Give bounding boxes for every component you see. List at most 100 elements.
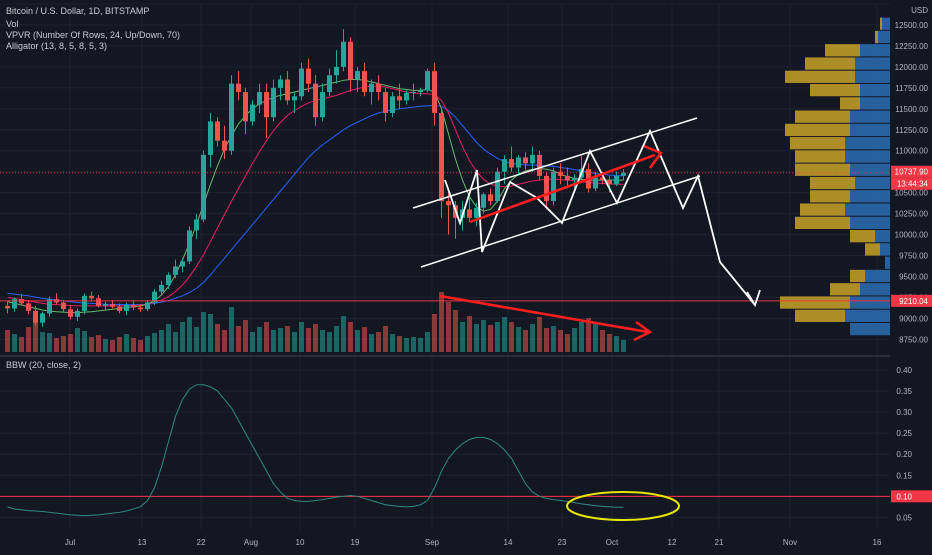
candle-body [257,92,262,105]
candle-body [278,79,283,88]
bbw-line [7,384,624,517]
candle-body [355,71,360,80]
volume-bar [103,339,108,352]
volume-bar [390,334,395,352]
time-tick-label: 10 [296,538,305,547]
bbw-tick-label: 0.20 [896,450,912,459]
candle-body [75,310,80,317]
bbw-tick-label: 0.40 [896,366,912,375]
candle-body [47,299,52,314]
vpvr-row-down [790,137,845,150]
bbw-legend: BBW (20, close, 2) [6,360,81,370]
candle-body [313,83,318,118]
volume-bar [460,322,465,352]
time-axis-bg [0,534,932,550]
candle-body [418,90,423,93]
volume-bar [180,322,185,352]
candle-body [523,157,528,164]
candle-body [229,83,234,151]
volume-bar [320,330,325,352]
vpvr-row-down [850,230,875,243]
vpvr-row-down [850,269,865,283]
volume-bar [306,328,311,352]
volume-trend-arrow [439,294,649,334]
alligator-label[interactable]: Alligator (13, 8, 5, 8, 5, 3) [6,41,108,51]
candle-body [180,261,185,267]
volume-bar [243,320,248,352]
vol-label[interactable]: Vol [6,19,19,29]
volume-bar [166,324,171,352]
vpvr-row-up [885,256,890,269]
time-tick-label: 16 [873,538,882,547]
candlesticks [5,29,626,327]
volume-bar [145,336,150,352]
zigzag-arrowhead [746,289,761,308]
candle-body [474,207,479,218]
price-tick-label: 12500.00 [895,21,929,30]
candle-body [61,302,66,310]
volume-bar [257,327,262,352]
volume-trend-arrowhead [633,320,653,342]
vpvr-row-down [800,203,845,216]
volume-bar [509,322,514,352]
volume-bar [313,324,318,352]
vpvr-row-down [810,83,860,97]
bbw-tick-label: 0.05 [896,513,912,522]
vpvr-row-up [860,83,890,97]
volume-bar [607,334,612,352]
volume-bar [397,336,402,352]
volume-bar [481,320,486,352]
candle-body [614,175,619,185]
volume-bar [621,340,626,352]
vpvr-row-down [780,296,850,309]
vpvr-row-up [860,97,890,110]
symbol-title[interactable]: Bitcoin / U.S. Dollar, 1D, BITSTAMP [6,6,150,16]
axis-unit-label: USD [911,6,928,15]
vpvr-row-up [882,17,890,30]
volume-bar [565,334,570,352]
candle-body [173,266,178,275]
vpvr-row-down [810,176,855,190]
volume-bar [488,325,493,352]
candle-body [334,66,339,76]
price-axis-bg [890,0,932,550]
vpvr-row-up [860,283,890,296]
time-tick-label: Nov [783,538,797,547]
bbw-level-label: 0.10 [896,492,912,501]
level-label: 9210.04 [899,297,928,306]
volume-histogram [5,292,626,352]
vpvr-row-up [850,110,890,123]
volume-profile [780,17,890,336]
candle-body [222,140,227,151]
price-tick-label: 9500.00 [899,273,928,282]
vpvr-row-down [830,283,860,296]
volume-bar [110,340,115,352]
candle-body [138,307,143,310]
candle-body [432,71,437,114]
vpvr-row-up [875,230,890,243]
candle-body [96,298,101,306]
candle-body [397,96,402,101]
vpvr-row-down [795,163,850,176]
price-tick-label: 10500.00 [895,189,929,198]
candle-body [271,87,276,118]
vpvr-row-up [845,137,890,150]
volume-bar [96,335,101,352]
bbw-level-badge [891,490,932,503]
candle-body [68,309,73,317]
candle-body [404,92,409,101]
price-tick-label: 10000.00 [895,231,929,240]
bbw-label[interactable]: BBW (20, close, 2) [6,360,82,370]
volume-bar [299,322,304,352]
price-trend-arrowhead [643,144,663,169]
price-tick-label: 12250.00 [895,42,929,51]
time-tick-label: Sep [425,538,440,547]
vpvr-label[interactable]: VPVR (Number Of Rows, 24, Up/Down, 70) [6,30,181,40]
vpvr-row-up [880,243,890,256]
volume-bar [446,302,451,352]
vpvr-row-down [865,243,880,256]
volume-bar [208,314,213,352]
volume-bar [334,326,339,352]
